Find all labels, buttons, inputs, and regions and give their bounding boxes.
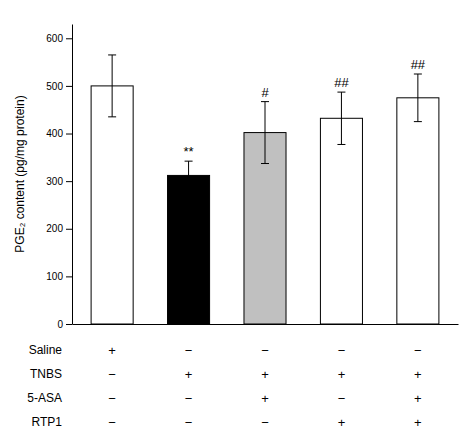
y-tick-label: 200 — [46, 223, 63, 234]
error-cap — [108, 54, 116, 55]
y-label: PGE₂ content (pg/mg protein) — [13, 95, 27, 252]
y-tick-label: 600 — [46, 33, 63, 44]
bar — [168, 175, 210, 324]
table-cell: + — [108, 343, 116, 358]
table-cell: − — [185, 415, 193, 430]
y-tick-label: 500 — [46, 81, 63, 92]
y-tick-label: 300 — [46, 176, 63, 187]
error-stem — [265, 102, 266, 164]
y-tick-mark — [66, 38, 72, 39]
table-row-label: RTP1 — [32, 415, 63, 429]
table-row-label: 5-ASA — [27, 391, 62, 405]
y-tick-mark — [66, 229, 72, 230]
table-row-label: TNBS — [30, 367, 62, 381]
error-cap — [261, 101, 269, 102]
bar — [320, 118, 362, 324]
error-bar — [185, 161, 193, 190]
table-cell: + — [261, 367, 269, 382]
error-cap — [337, 144, 345, 145]
x-axis-line — [73, 324, 459, 325]
annotation: ** — [184, 144, 194, 159]
y-axis: 0 100 200 300 400 500 600 — [46, 25, 72, 330]
y-tick: 500 — [46, 81, 72, 92]
table-cell: − — [338, 343, 346, 358]
table-cell: + — [414, 391, 422, 406]
table-cell: − — [185, 343, 193, 358]
y-tick-label: 400 — [46, 128, 63, 139]
y-tick-mark — [66, 134, 72, 135]
chart: 0 100 200 300 400 500 600 PGE₂ content (pg/mg p… — [0, 0, 474, 448]
plot: 0 100 200 300 400 500 600 PGE₂ content (pg/mg p… — [13, 25, 459, 430]
table: Saline + − − − − TNBS − + + + +5-ASA − − + − + RTP1 − − − + + — [27, 343, 421, 430]
error-bar — [261, 102, 269, 164]
y-tick: 400 — [46, 128, 72, 139]
table-cell: − — [261, 415, 269, 430]
y-tick: 100 — [46, 271, 72, 282]
error-cap — [414, 74, 422, 75]
error-cap — [414, 121, 422, 122]
error-cap — [337, 92, 345, 93]
y-tick-mark — [66, 181, 72, 182]
bar — [397, 98, 439, 324]
error-stem — [112, 55, 113, 117]
bars — [91, 55, 439, 324]
table-cell: − — [108, 367, 116, 382]
bar — [91, 86, 133, 324]
table-cell: − — [108, 415, 116, 430]
table-cell: + — [185, 367, 193, 382]
error-cap — [185, 161, 193, 162]
y-tick: 300 — [46, 176, 72, 187]
annotation: # — [261, 85, 269, 100]
table-row-label: Saline — [29, 343, 63, 357]
table-cell: + — [261, 391, 269, 406]
y-tick: 200 — [46, 223, 72, 234]
y-tick-label: 0 — [57, 319, 63, 330]
y-tick: 0 — [57, 319, 72, 330]
table-cell: + — [414, 367, 422, 382]
y-axis-line — [72, 25, 73, 325]
error-cap — [185, 189, 193, 190]
y-tick-label: 100 — [46, 271, 63, 282]
error-cap — [108, 116, 116, 117]
table-cell: − — [108, 391, 116, 406]
annotation: ## — [411, 57, 426, 72]
table-cell: − — [185, 391, 193, 406]
table-cell: − — [261, 343, 269, 358]
table-cell: − — [338, 391, 346, 406]
error-stem — [341, 92, 342, 144]
error-bar — [414, 74, 422, 122]
annotation: ## — [334, 75, 349, 90]
table-cell: + — [414, 415, 422, 430]
table-cell: + — [338, 415, 346, 430]
error-bar — [108, 55, 116, 117]
error-bar — [337, 92, 345, 144]
table-cell: + — [338, 367, 346, 382]
error-stem — [417, 74, 418, 122]
y-tick-mark — [66, 276, 72, 277]
y-tick-mark — [66, 86, 72, 87]
error-stem — [188, 161, 189, 190]
error-cap — [261, 163, 269, 164]
table-cell: − — [414, 343, 422, 358]
y-tick: 600 — [46, 33, 72, 44]
y-tick-mark — [66, 324, 72, 325]
